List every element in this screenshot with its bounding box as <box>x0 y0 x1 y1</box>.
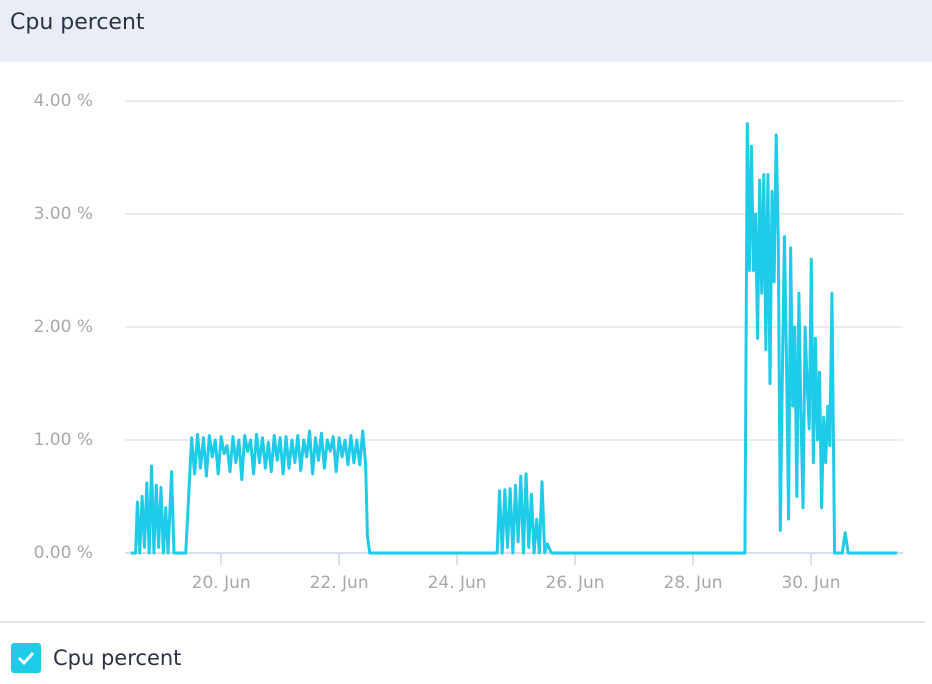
y-tick-label: 0.00 % <box>34 543 93 563</box>
data-line <box>130 122 898 555</box>
check-icon <box>17 651 35 666</box>
x-tick-label: 22. Jun <box>310 573 369 593</box>
x-tick-label: 24. Jun <box>428 573 487 593</box>
legend-label[interactable]: Cpu percent <box>53 646 182 670</box>
x-tick-label: 28. Jun <box>664 573 723 593</box>
legend-checkbox[interactable] <box>11 643 41 673</box>
header: Cpu percent <box>0 0 932 62</box>
y-tick-label: 3.00 % <box>34 204 93 224</box>
chart-title: Cpu percent <box>10 10 145 35</box>
x-tick-label: 26. Jun <box>546 573 605 593</box>
y-tick-label: 2.00 % <box>34 317 93 337</box>
x-tick-label: 30. Jun <box>781 573 840 593</box>
y-tick-label: 1.00 % <box>34 430 93 450</box>
y-tick-label: 4.00 % <box>34 91 93 111</box>
legend: Cpu percent <box>11 643 181 673</box>
x-tick-label: 20. Jun <box>192 573 251 593</box>
